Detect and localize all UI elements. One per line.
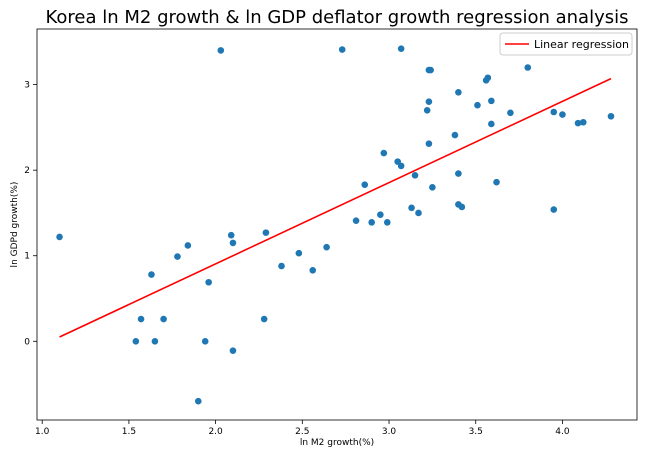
data-point <box>338 46 346 53</box>
data-point <box>397 162 405 170</box>
data-point <box>160 315 167 323</box>
data-point <box>425 140 433 147</box>
data-point <box>56 233 63 241</box>
x-tick-label: 4.0 <box>555 427 570 437</box>
y-tick-label: 1 <box>24 252 30 262</box>
x-tick-label: 3.0 <box>382 427 397 437</box>
data-point <box>579 118 587 126</box>
x-axis-label: ln M2 growth(%) <box>300 438 374 448</box>
data-point <box>415 209 422 217</box>
data-point <box>550 108 558 116</box>
regression-line <box>59 77 612 338</box>
data-point <box>368 219 375 226</box>
data-point <box>425 98 433 106</box>
data-point <box>260 315 268 323</box>
data-point <box>227 231 235 239</box>
data-point <box>278 262 285 270</box>
x-tick-label: 1.0 <box>35 427 50 437</box>
data-point <box>493 178 500 186</box>
y-tick-label: 2 <box>24 166 30 176</box>
data-point <box>361 181 369 189</box>
y-axis-label: ln GDPd growth(%) <box>10 182 20 268</box>
x-tick-label: 1.5 <box>122 427 136 437</box>
x-tick-label: 3.5 <box>469 427 483 437</box>
scatter-points <box>56 45 615 405</box>
data-point <box>427 66 434 74</box>
y-tick-label: 3 <box>24 81 30 91</box>
data-point <box>484 74 492 82</box>
data-point <box>201 337 209 345</box>
y-tick-label: 0 <box>24 337 30 347</box>
data-point <box>352 217 360 224</box>
data-point <box>205 278 212 286</box>
data-point <box>309 266 317 274</box>
data-point <box>408 204 415 212</box>
data-point <box>550 206 558 213</box>
data-point <box>411 172 419 179</box>
data-point <box>295 249 303 257</box>
data-point <box>507 109 514 117</box>
data-point <box>380 149 388 157</box>
data-point <box>451 131 459 139</box>
data-point <box>194 397 202 405</box>
data-point <box>184 242 192 249</box>
tick-marks: 1.0 1.5 2.0 2.5 3.0 3.5 4.0 0 1 2 3 <box>24 81 570 437</box>
data-point <box>229 347 237 354</box>
legend: Linear regression <box>499 32 633 56</box>
data-point <box>488 97 495 105</box>
data-point <box>137 315 145 323</box>
data-point <box>574 119 582 127</box>
data-point <box>148 271 155 278</box>
data-point <box>377 211 384 218</box>
data-point <box>174 253 181 260</box>
data-point <box>262 229 270 236</box>
data-point <box>132 337 140 345</box>
data-point <box>455 170 462 177</box>
data-point <box>458 203 466 211</box>
data-point <box>323 243 330 251</box>
plot-frame <box>36 28 638 421</box>
data-point <box>429 183 436 191</box>
data-point <box>474 101 481 109</box>
data-point <box>151 337 159 345</box>
chart-title: Korea ln M2 growth & ln GDP deflator gro… <box>46 7 629 28</box>
data-point <box>423 106 431 114</box>
data-point <box>383 219 391 226</box>
data-point <box>229 239 237 247</box>
data-point <box>559 111 566 118</box>
regression-line-group <box>59 77 612 338</box>
data-point <box>397 45 405 52</box>
data-point <box>607 112 615 120</box>
data-point <box>524 64 532 71</box>
legend-label-linear-regression: Linear regression <box>534 38 629 51</box>
legend-box <box>499 32 633 56</box>
x-tick-label: 2.5 <box>295 427 309 437</box>
data-point <box>488 120 495 128</box>
data-point <box>455 89 462 96</box>
x-tick-label: 2.0 <box>208 427 223 437</box>
data-point <box>217 47 225 54</box>
